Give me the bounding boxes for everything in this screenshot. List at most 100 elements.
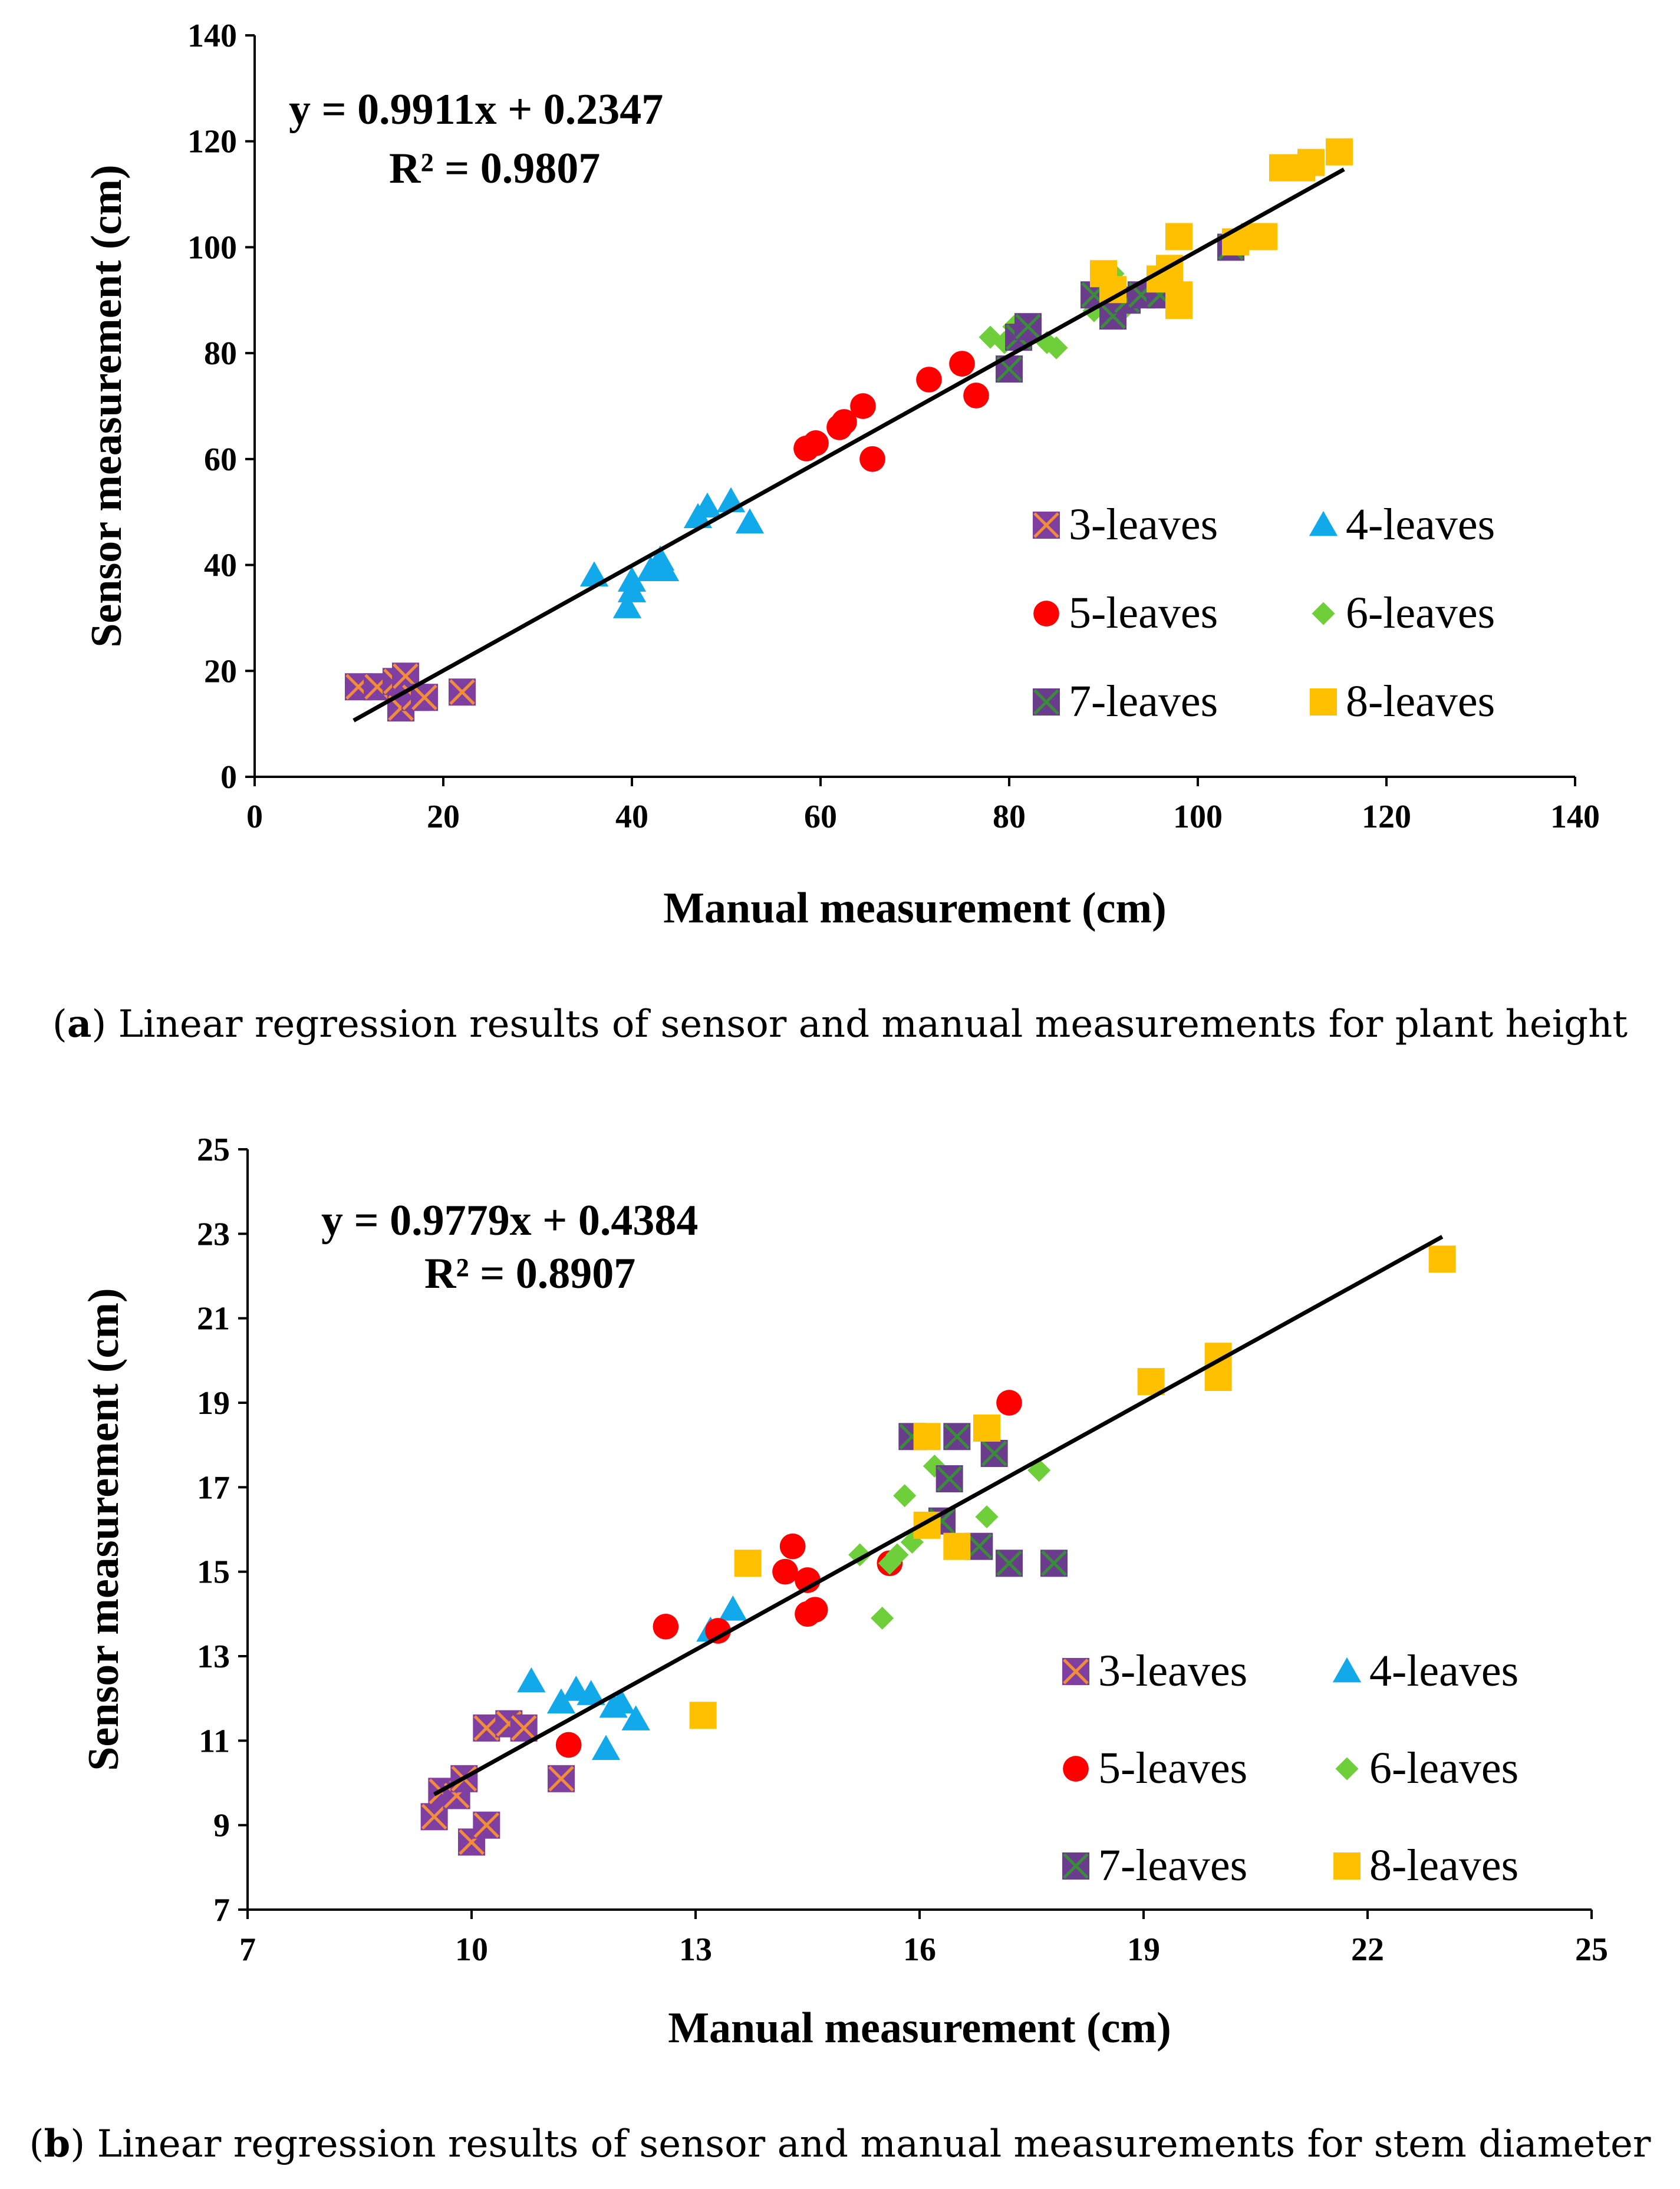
y-tick-label: 60 bbox=[204, 441, 237, 478]
x-tick-label: 60 bbox=[804, 799, 837, 835]
data-point-5-leaves bbox=[996, 1390, 1022, 1416]
data-point-8-leaves bbox=[1165, 281, 1193, 309]
legend: 3-leaves 4-leaves 5-leaves 6-leaves 7-leaves… bbox=[1062, 1646, 1518, 1890]
caption-label: a bbox=[67, 1002, 92, 1046]
y-tick-label: 120 bbox=[187, 124, 237, 160]
data-point-7-leaves bbox=[996, 1550, 1023, 1577]
legend-marker-8-leaves bbox=[1333, 1852, 1361, 1880]
legend-marker-3-leaves bbox=[1033, 512, 1060, 539]
caption-text: Linear regression results of sensor and … bbox=[106, 1003, 1628, 1046]
caption-b: (b) Linear regression results of sensor … bbox=[29, 2122, 1651, 2166]
chart-plant-height: 0 20 40 60 80 100 120 140 0 20 40 60 80 100 120 140 y … bbox=[83, 18, 1600, 932]
plot-area: 7 10 13 16 19 22 25 7 9 11 13 15 17 19 21 23 25 bbox=[197, 1132, 1608, 1968]
data-point-8-leaves bbox=[1297, 149, 1325, 176]
x-tick-label: 140 bbox=[1550, 799, 1600, 835]
x-ticks: 0 20 40 60 80 100 120 140 bbox=[246, 777, 1600, 835]
data-point-5-leaves bbox=[831, 409, 857, 435]
data-point-6-leaves bbox=[975, 1505, 999, 1529]
legend-marker-5-leaves bbox=[1063, 1756, 1089, 1782]
legend-label: 5-leaves bbox=[1098, 1743, 1247, 1793]
y-tick-label: 0 bbox=[220, 759, 237, 796]
data-point-8-leaves bbox=[1428, 1245, 1456, 1273]
data-point-3-leaves bbox=[510, 1714, 538, 1742]
y-axis-title: Sensor measurement (cm) bbox=[83, 164, 131, 647]
data-point-4-leaves bbox=[650, 556, 680, 581]
data-point-7-leaves bbox=[935, 1465, 963, 1492]
data-point-4-leaves bbox=[693, 492, 722, 518]
caption-label: b bbox=[44, 2122, 71, 2166]
data-point-5-leaves bbox=[779, 1533, 806, 1560]
y-tick-label: 80 bbox=[204, 335, 237, 372]
x-tick-label: 120 bbox=[1362, 799, 1411, 835]
x-tick-label: 25 bbox=[1575, 1931, 1608, 1968]
y-tick-label: 19 bbox=[197, 1385, 230, 1422]
caption-a: (a) Linear regression results of sensor … bbox=[52, 1002, 1628, 1046]
data-point-8-leaves bbox=[689, 1702, 717, 1729]
x-ticks: 7 10 13 16 19 22 25 bbox=[239, 1910, 1608, 1968]
y-tick-label: 100 bbox=[187, 229, 237, 266]
data-point-5-leaves bbox=[859, 446, 885, 472]
legend-label: 7-leaves bbox=[1069, 677, 1218, 726]
legend-label: 4-leaves bbox=[1369, 1646, 1518, 1696]
legend-label: 7-leaves bbox=[1098, 1841, 1247, 1890]
data-point-7-leaves bbox=[1014, 313, 1042, 341]
y-ticks: 0 20 40 60 80 100 120 140 bbox=[187, 18, 255, 796]
data-point-5-leaves bbox=[949, 351, 975, 377]
legend-label: 3-leaves bbox=[1069, 500, 1218, 549]
legend-label: 8-leaves bbox=[1369, 1841, 1518, 1890]
y-tick-label: 13 bbox=[197, 1639, 230, 1675]
data-point-4-leaves bbox=[607, 1688, 635, 1714]
r-squared: R² = 0.9807 bbox=[389, 144, 600, 193]
x-axis-title: Manual measurement (cm) bbox=[663, 884, 1167, 932]
y-tick-label: 17 bbox=[197, 1469, 230, 1506]
data-point-8-leaves bbox=[1326, 138, 1353, 166]
data-point-8-leaves bbox=[973, 1415, 1000, 1442]
x-axis-title: Manual measurement (cm) bbox=[668, 2004, 1171, 2052]
legend-marker-3-leaves bbox=[1062, 1658, 1089, 1685]
y-tick-label: 20 bbox=[204, 653, 237, 690]
x-tick-label: 40 bbox=[615, 799, 648, 835]
data-point-4-leaves bbox=[591, 1735, 621, 1761]
data-point-4-leaves bbox=[719, 1595, 747, 1621]
data-point-8-leaves bbox=[913, 1423, 941, 1450]
y-tick-label: 23 bbox=[197, 1216, 230, 1252]
data-point-5-leaves bbox=[916, 367, 942, 393]
y-ticks: 7 9 11 13 15 17 19 21 23 25 bbox=[197, 1132, 248, 1928]
data-point-4-leaves bbox=[577, 1680, 605, 1705]
data-point-7-leaves bbox=[1099, 302, 1126, 330]
data-point-6-leaves bbox=[893, 1484, 917, 1508]
data-points bbox=[420, 1245, 1456, 1856]
legend-label: 8-leaves bbox=[1346, 677, 1495, 726]
caption-text: Linear regression results of sensor and … bbox=[85, 2122, 1651, 2166]
data-point-8-leaves bbox=[734, 1550, 762, 1577]
data-point-3-leaves bbox=[548, 1765, 575, 1792]
y-axis-title: Sensor measurement (cm) bbox=[80, 1288, 128, 1771]
data-point-5-leaves bbox=[803, 430, 829, 456]
legend-marker-6-leaves bbox=[1312, 602, 1335, 625]
x-tick-label: 7 bbox=[239, 1931, 256, 1968]
y-tick-label: 9 bbox=[213, 1808, 230, 1844]
y-tick-label: 21 bbox=[197, 1301, 230, 1337]
regression-line bbox=[353, 167, 1345, 723]
legend-marker-4-leaves bbox=[1309, 510, 1338, 536]
y-tick-label: 25 bbox=[197, 1132, 230, 1168]
legend-label: 6-leaves bbox=[1369, 1743, 1518, 1793]
x-tick-label: 13 bbox=[679, 1931, 712, 1968]
regression-line bbox=[433, 1235, 1444, 1796]
r-squared: R² = 0.8907 bbox=[424, 1250, 635, 1298]
data-point-5-leaves bbox=[705, 1618, 731, 1644]
legend-marker-4-leaves bbox=[1332, 1657, 1362, 1683]
legend-label: 4-leaves bbox=[1346, 500, 1495, 549]
data-point-4-leaves bbox=[735, 508, 765, 534]
data-point-4-leaves bbox=[612, 593, 642, 618]
data-point-6-leaves bbox=[1045, 336, 1068, 360]
data-point-5-leaves bbox=[963, 383, 989, 408]
data-point-4-leaves bbox=[621, 1705, 650, 1730]
data-point-8-leaves bbox=[1250, 223, 1277, 250]
y-tick-label: 40 bbox=[204, 548, 237, 584]
x-tick-label: 19 bbox=[1127, 1931, 1160, 1968]
x-tick-label: 16 bbox=[903, 1931, 936, 1968]
y-tick-label: 7 bbox=[213, 1892, 230, 1928]
data-point-7-leaves bbox=[980, 1440, 1008, 1467]
x-tick-label: 10 bbox=[455, 1931, 488, 1968]
